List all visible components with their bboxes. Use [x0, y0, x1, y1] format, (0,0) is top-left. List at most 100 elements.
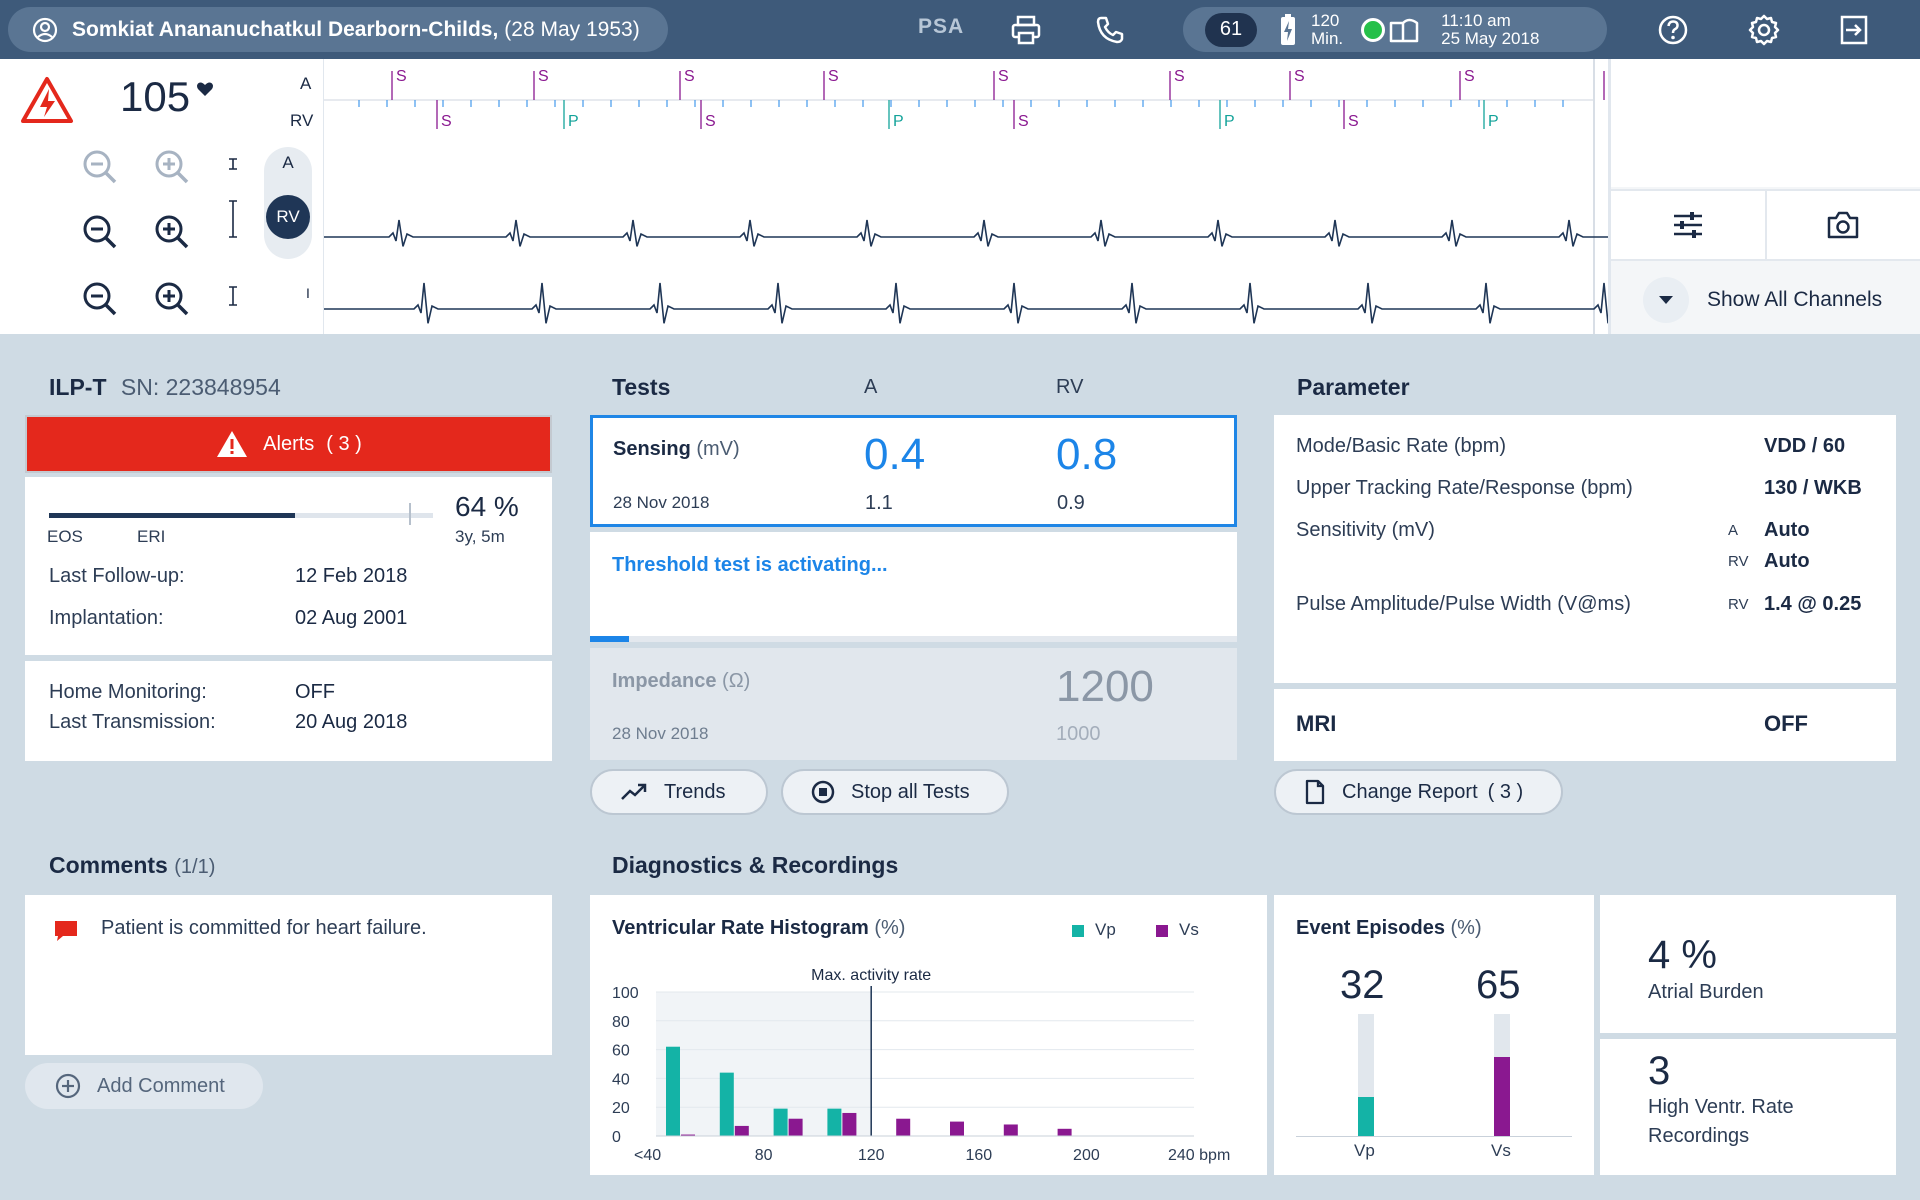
document-icon — [1305, 779, 1325, 805]
zoom-in-icon[interactable] — [152, 279, 192, 319]
impedance-test-card[interactable]: Impedance (Ω) 1200 28 Nov 2018 1000 — [590, 648, 1237, 760]
sensing-label-text: Sensing — [613, 438, 691, 460]
marker-label: P — [893, 113, 904, 130]
ecg-tool-buttons — [1611, 189, 1920, 261]
toggle-a[interactable]: A — [282, 153, 294, 172]
battery-bar-fill — [49, 513, 295, 518]
mri-card[interactable]: MRI OFF — [1274, 689, 1896, 761]
comments-title-text: Comments — [49, 852, 168, 878]
alarm-icon[interactable] — [20, 75, 74, 125]
event-title-text: Event Episodes — [1296, 917, 1445, 939]
last-followup-label: Last Follow-up: — [49, 565, 185, 587]
high-rate-recordings-card[interactable]: 3 High Ventr. Rate Recordings — [1600, 1039, 1896, 1175]
impedance-value: 1200 — [1056, 662, 1154, 711]
device-title: ILP-T SN: 223848954 — [49, 374, 281, 401]
parameter-row: RV Auto — [1274, 550, 1896, 580]
battery-minutes: 120 — [1311, 10, 1340, 30]
scale-large-icon[interactable] — [226, 199, 240, 239]
tests-col-rv: RV — [1056, 376, 1084, 398]
x-tick-label: 160 — [965, 1147, 992, 1164]
parameter-value: 1.4 @ 0.25 — [1764, 593, 1862, 615]
bar-vs — [734, 1125, 749, 1136]
patient-name: Somkiat Anananuchatkul Dearborn-Childs, — [72, 17, 499, 41]
sensing-test-card[interactable]: Sensing (mV) 0.4 0.8 28 Nov 2018 1.1 0.9 — [590, 415, 1237, 527]
patient-pill[interactable]: Somkiat Anananuchatkul Dearborn-Childs, … — [8, 7, 668, 52]
marker-label: S — [1294, 68, 1305, 85]
alerts-count: ( 3 ) — [326, 432, 362, 455]
exit-icon[interactable] — [1836, 12, 1872, 48]
mri-label: MRI — [1296, 711, 1337, 736]
marker-label: S — [705, 113, 716, 130]
sensing-prev-a: 1.1 — [865, 492, 893, 514]
zoom-out-icon[interactable] — [80, 212, 120, 252]
y-tick-label: 80 — [612, 1014, 630, 1031]
legend-vp-swatch — [1072, 925, 1084, 937]
scale-medium-icon[interactable] — [226, 285, 240, 307]
marker-label: S — [1018, 113, 1029, 130]
eos-label: EOS — [47, 527, 83, 546]
zoom-out-icon[interactable] — [80, 279, 120, 319]
battery-unit: Min. — [1311, 28, 1344, 48]
parameter-channel: A — [1728, 522, 1739, 539]
parameter-value: Auto — [1764, 519, 1810, 541]
event-vs-value: 65 — [1476, 963, 1521, 1007]
stop-tests-button[interactable]: Stop all Tests — [781, 769, 1009, 815]
ecg-strip-panel: SSSSSSSSSSPSPSPSP — [324, 59, 1619, 334]
hvr-value: 3 — [1648, 1049, 1671, 1093]
top-bar: Somkiat Anananuchatkul Dearborn-Childs, … — [0, 0, 1920, 59]
event-vs-track — [1494, 1014, 1510, 1136]
threshold-progress-fill — [590, 636, 629, 642]
impedance-label: Impedance (Ω) — [612, 670, 750, 693]
zoom-out-icon[interactable] — [80, 147, 120, 187]
scale-small-icon[interactable] — [226, 157, 240, 171]
scale-tick: I — [306, 285, 310, 301]
settings-icon[interactable] — [1746, 12, 1782, 48]
zoom-in-icon[interactable] — [152, 212, 192, 252]
alerts-button[interactable]: Alerts ( 3 ) — [25, 415, 552, 473]
marker-label: S — [1174, 68, 1185, 85]
show-all-channels[interactable]: Show All Channels — [1643, 277, 1882, 323]
toggle-rv[interactable]: RV — [266, 195, 310, 239]
histogram-card[interactable]: Ventricular Rate Histogram (%) Vp Vs 100… — [590, 895, 1267, 1175]
legend-vp: Vp — [1095, 920, 1116, 939]
camera-icon — [1828, 211, 1859, 239]
trends-button[interactable]: Trends — [590, 769, 768, 815]
mri-value: OFF — [1764, 711, 1808, 736]
ecg-traces: SSSSSSSSSSPSPSPSP — [324, 59, 1619, 334]
printer-icon[interactable] — [1008, 12, 1044, 48]
channel-a-label: A — [300, 74, 312, 93]
ecg-tools-blank — [1611, 59, 1920, 187]
time-text: 11:10 am — [1441, 10, 1511, 30]
stop-icon — [811, 780, 835, 804]
help-icon[interactable] — [1655, 12, 1691, 48]
channel-toggle[interactable]: A RV — [264, 147, 312, 259]
zoom-in-icon[interactable] — [152, 147, 192, 187]
wand-icon — [1389, 18, 1419, 42]
marker-label: P — [1224, 113, 1235, 130]
bar-vp — [773, 1108, 788, 1136]
event-episodes-card[interactable]: Event Episodes (%) 32 65 Vp Vs — [1274, 895, 1594, 1175]
snapshot-button[interactable] — [1767, 191, 1920, 259]
filter-button[interactable] — [1611, 191, 1767, 259]
y-tick-label: 0 — [612, 1129, 621, 1146]
ecg-controls: 105 A RV A RV I — [0, 59, 324, 334]
tests-col-a: A — [864, 376, 878, 398]
ecg-trace-a — [324, 219, 1608, 247]
add-icon — [55, 1073, 81, 1099]
add-comment-button[interactable]: Add Comment — [25, 1063, 263, 1109]
marker-label: S — [998, 68, 1009, 85]
battery-card: EOS ERI 64 % 3y, 5m Last Follow-up: 12 F… — [25, 477, 552, 655]
histogram-title: Ventricular Rate Histogram (%) — [612, 917, 905, 940]
battery-text: 120 Min. — [1311, 10, 1344, 48]
bar-vs — [950, 1121, 964, 1136]
hvr-label-1: High Ventr. Rate — [1648, 1096, 1794, 1118]
bar-vs — [1003, 1124, 1018, 1136]
change-report-button[interactable]: Change Report ( 3 ) — [1274, 769, 1563, 815]
atrial-burden-card[interactable]: 4 % Atrial Burden — [1600, 895, 1896, 1033]
parameter-card[interactable]: Mode/Basic Rate (bpm) VDD / 60 Upper Track… — [1274, 415, 1896, 683]
last-transmission-label: Last Transmission: — [49, 711, 216, 733]
threshold-progress-track — [590, 636, 1237, 642]
psa-label[interactable]: PSA — [918, 15, 965, 38]
phone-icon[interactable] — [1092, 12, 1128, 48]
